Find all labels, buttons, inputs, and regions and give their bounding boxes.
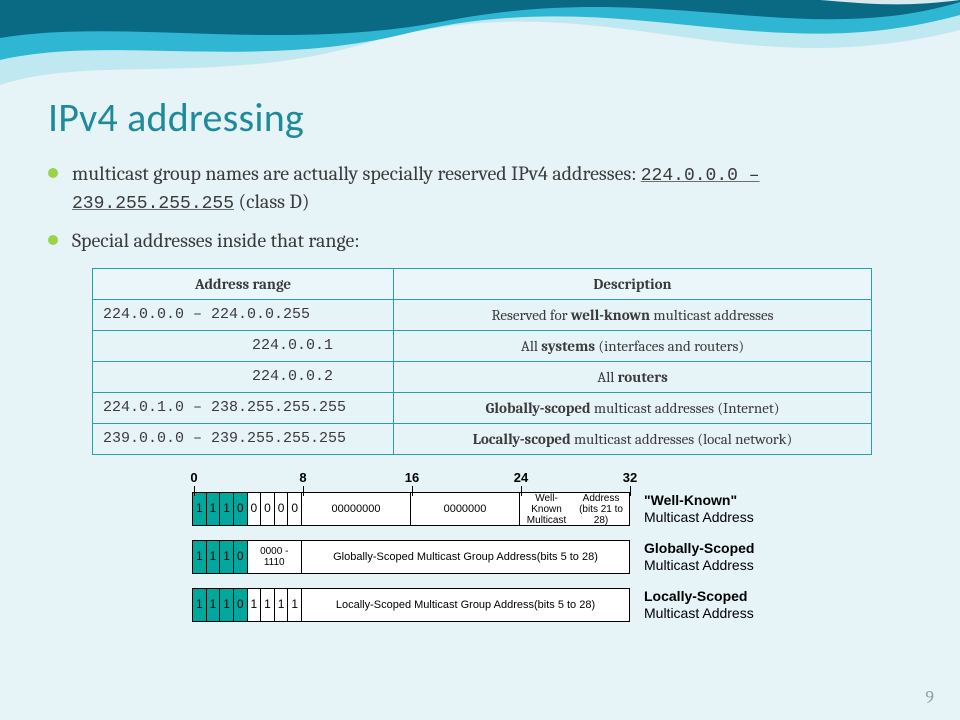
bitfield-cell: Globally-Scoped Multicast Group Address(… — [302, 541, 629, 573]
bullet-1-pre: multicast group names are actually speci… — [72, 162, 641, 185]
diagram-label: Globally-ScopedMulticast Address — [644, 540, 754, 574]
cell-range: 224.0.1.0 – 238.255.255.255 — [93, 392, 394, 423]
bit-diagrams: 08162432 11100000000000000000000Well-Kno… — [192, 470, 832, 636]
bullet-1-post: (class D) — [238, 190, 309, 213]
table-row: 224.0.0.2All routers — [93, 361, 872, 392]
bitfield-cell: 1 — [193, 493, 207, 525]
th-desc: Description — [394, 268, 872, 299]
diagram-row: 11100000 -1110Globally-Scoped Multicast … — [192, 540, 832, 574]
cell-desc: Locally-scoped multicast addresses (loca… — [394, 423, 872, 454]
tick-label: 16 — [405, 470, 419, 485]
bullet-1: multicast group names are actually speci… — [48, 160, 916, 217]
bitfield-cell: 0 — [288, 493, 302, 525]
bitfield-cell: 1 — [207, 541, 221, 573]
cell-desc: Reserved for well-known multicast addres… — [394, 299, 872, 330]
table-row: 239.0.0.0 – 239.255.255.255Locally-scope… — [93, 423, 872, 454]
bitfield-cell: Well-Known MulticastAddress (bits 21 to … — [520, 493, 629, 525]
tick-mark — [521, 486, 522, 496]
bitfield-cell: 0 — [234, 589, 248, 621]
bitfield-cell: 1 — [248, 589, 262, 621]
tick-label: 24 — [514, 470, 528, 485]
bitfield-cell: 1 — [288, 589, 302, 621]
bitfield-bar: 11100000 -1110Globally-Scoped Multicast … — [192, 540, 630, 574]
page-number: 9 — [925, 687, 934, 708]
bitfield-cell: 0 — [234, 493, 248, 525]
bitfield-cell: 1 — [261, 589, 275, 621]
cell-range: 239.0.0.0 – 239.255.255.255 — [93, 423, 394, 454]
slide-title: IPv4 addressing — [48, 93, 916, 142]
th-range: Address range — [93, 268, 394, 299]
cell-desc: All systems (interfaces and routers) — [394, 330, 872, 361]
bit-axis: 08162432 — [194, 470, 630, 492]
bitfield-cell: 1 — [220, 589, 234, 621]
diagram-label: Locally-ScopedMulticast Address — [644, 588, 754, 622]
bitfield-cell: 0 — [261, 493, 275, 525]
cell-range: 224.0.0.2 — [93, 361, 394, 392]
tick-mark — [630, 486, 631, 496]
tick-mark — [412, 486, 413, 496]
tick-mark — [303, 486, 304, 496]
bitfield-cell: 1 — [220, 493, 234, 525]
diagram-row: 11100000000000000000000Well-Known Multic… — [192, 492, 832, 526]
cell-desc: All routers — [394, 361, 872, 392]
tick-label: 32 — [623, 470, 637, 485]
cell-desc: Globally-scoped multicast addresses (Int… — [394, 392, 872, 423]
table-row: 224.0.0.0 – 224.0.0.255Reserved for well… — [93, 299, 872, 330]
tick-mark — [194, 486, 195, 496]
slide-content: IPv4 addressing multicast group names ar… — [48, 93, 916, 455]
bitfield-bar: 11100000000000000000000Well-Known Multic… — [192, 492, 630, 526]
bitfield-cell: 0 — [248, 493, 262, 525]
bitfield-cell: 0 — [234, 541, 248, 573]
diagram-label: "Well-Known"Multicast Address — [644, 492, 754, 526]
bitfield-cell: 1 — [275, 589, 289, 621]
cell-range: 224.0.0.1 — [93, 330, 394, 361]
cell-range: 224.0.0.0 – 224.0.0.255 — [93, 299, 394, 330]
tick-label: 8 — [299, 470, 306, 485]
table-row: 224.0.0.1All systems (interfaces and rou… — [93, 330, 872, 361]
bitfield-cell: 1 — [193, 541, 207, 573]
bitfield-cell: 1 — [220, 541, 234, 573]
bitfield-cell: 0000 -1110 — [248, 541, 303, 573]
bitfield-cell: 0 — [275, 493, 289, 525]
bitfield-bar: 11101111Locally-Scoped Multicast Group A… — [192, 588, 630, 622]
bitfield-cell: Locally-Scoped Multicast Group Address(b… — [302, 589, 629, 621]
bitfield-cell: 1 — [193, 589, 207, 621]
bitfield-cell: 1 — [207, 493, 221, 525]
diagram-row: 11101111Locally-Scoped Multicast Group A… — [192, 588, 832, 622]
bitfield-cell: 0000000 — [411, 493, 520, 525]
tick-label: 0 — [190, 470, 197, 485]
bullet-2-pre: Special addresses inside that range: — [72, 229, 360, 252]
bullet-list: multicast group names are actually speci… — [48, 160, 916, 254]
bitfield-cell: 00000000 — [302, 493, 411, 525]
bitfield-cell: 1 — [207, 589, 221, 621]
table-row: 224.0.1.0 – 238.255.255.255Globally-scop… — [93, 392, 872, 423]
address-table: Address range Description 224.0.0.0 – 22… — [92, 268, 872, 455]
bullet-2: Special addresses inside that range: — [48, 227, 916, 254]
